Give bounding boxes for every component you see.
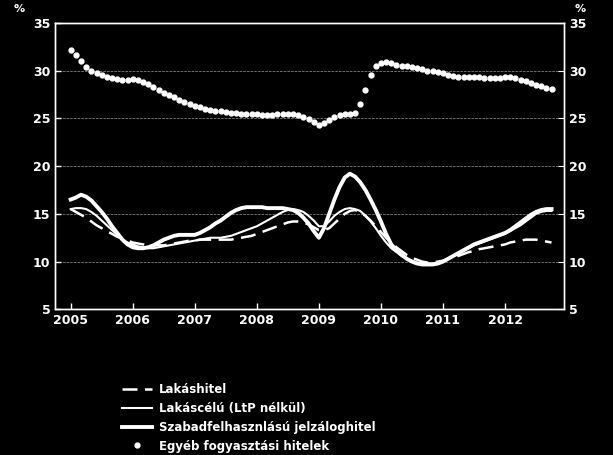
Legend: Lakáshitel, Lakáscélú (LtP nélkül), Szabadfelhasznlású jelzáloghitel, Egyéb fogy: Lakáshitel, Lakáscélú (LtP nélkül), Szab… [122,383,375,453]
Lakáshitel [268,225,276,231]
Szabadfelhasznlású jelzáloghitel [440,259,447,264]
Egyéb fogyasztási hitelek [150,84,157,90]
Lakáshitel [424,260,431,265]
Line: Szabadfelhasznlású jelzáloghitel: Szabadfelhasznlású jelzáloghitel [70,174,552,264]
Egyéb fogyasztási hitelek [67,47,74,52]
Lakáscélú (LtP nélkül) [548,208,555,214]
Egyéb fogyasztási hitelek [191,103,199,109]
Szabadfelhasznlású jelzáloghitel [268,205,276,211]
Egyéb fogyasztási hitelek [253,112,261,117]
Lakáshitel [434,259,441,264]
Szabadfelhasznlású jelzáloghitel [253,204,261,210]
Lakáscélú (LtP nélkül) [419,261,426,266]
Egyéb fogyasztási hitelek [362,87,369,92]
Lakáscélú (LtP nélkül) [72,205,80,211]
Egyéb fogyasztási hitelek [548,86,555,91]
Line: Egyéb fogyasztási hitelek: Egyéb fogyasztási hitelek [68,47,554,127]
Szabadfelhasznlású jelzáloghitel [150,243,157,248]
Szabadfelhasznlású jelzáloghitel [419,262,426,267]
Line: Lakáscélú (LtP nélkül): Lakáscélú (LtP nélkül) [70,208,552,263]
Lakáshitel [548,240,555,245]
Szabadfelhasznlású jelzáloghitel [191,232,199,238]
Lakáshitel [150,243,157,248]
Text: %: % [575,4,586,14]
Text: %: % [13,4,25,14]
Egyéb fogyasztási hitelek [268,113,276,118]
Line: Lakáshitel: Lakáshitel [70,209,552,263]
Szabadfelhasznlású jelzáloghitel [67,197,74,202]
Lakáscélú (LtP nélkül) [258,221,265,226]
Lakáscélú (LtP nélkül) [274,212,281,217]
Lakáscélú (LtP nélkül) [155,244,162,250]
Lakáshitel [67,207,74,212]
Lakáshitel [357,209,364,215]
Lakáscélú (LtP nélkül) [67,207,74,212]
Lakáscélú (LtP nélkül) [440,258,447,263]
Egyéb fogyasztási hitelek [315,122,322,128]
Lakáscélú (LtP nélkül) [196,237,204,243]
Szabadfelhasznlású jelzáloghitel [548,207,555,212]
Szabadfelhasznlású jelzáloghitel [362,187,369,193]
Lakáshitel [191,238,199,243]
Egyéb fogyasztási hitelek [434,70,441,75]
Lakáscélú (LtP nélkül) [362,213,369,218]
Lakáshitel [253,231,261,237]
Szabadfelhasznlású jelzáloghitel [346,171,354,177]
